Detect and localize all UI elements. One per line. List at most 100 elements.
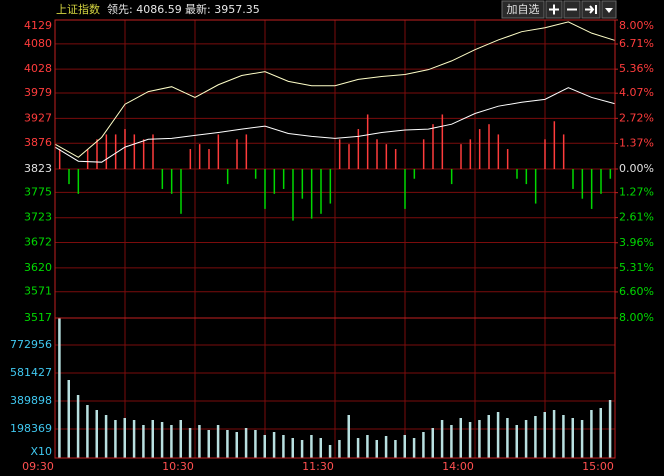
y-tick-label: 3672 (24, 236, 52, 249)
y-tick-label: 4028 (24, 62, 52, 75)
volume-bar (291, 438, 294, 458)
volume-bar (394, 440, 397, 458)
volume-bar (132, 420, 136, 458)
volume-bar (151, 420, 154, 458)
volume-bar (562, 415, 565, 458)
y-tick-label: 3517 (24, 311, 52, 324)
plot-frame (54, 19, 616, 459)
volume-bar (328, 445, 332, 458)
volume-bar (226, 430, 229, 458)
y-tick-label: 3723 (24, 211, 52, 224)
add-button-label[interactable]: 加自选 (507, 3, 540, 16)
volume-bar (487, 415, 490, 458)
volume-bar (599, 408, 602, 458)
toolbar: 加自选 (501, 0, 617, 19)
volume-bar (67, 380, 70, 458)
volume-bar (216, 425, 220, 458)
x-tick-label: 14:00 (442, 460, 474, 473)
y-tick-label: 3927 (24, 111, 52, 124)
y-tick-label: 198369 (10, 422, 52, 435)
add-button[interactable] (501, 0, 545, 19)
menu-icon (605, 8, 613, 13)
volume-bar (366, 435, 369, 458)
y2-tick-label: 0.00% (619, 162, 654, 175)
volume-bar (123, 418, 126, 458)
end-icon (585, 5, 597, 14)
volume-bar (524, 420, 528, 458)
y2-tick-label: 3.96% (619, 236, 654, 249)
volume-bar (580, 420, 584, 458)
x-tick-label: 09:30 (22, 460, 54, 473)
volume-bar (515, 425, 518, 458)
volume-bar (552, 410, 556, 458)
y-tick-label: 581427 (10, 366, 52, 379)
y-tick-label: 3823 (24, 162, 52, 175)
volume-bar (450, 425, 453, 458)
y2-tick-label: 8.00% (619, 311, 654, 324)
volume-bar (534, 416, 537, 458)
volume-bar (282, 435, 285, 458)
volume-bar (244, 428, 248, 458)
y-tick-label: 3876 (24, 136, 52, 149)
volume-bar (608, 400, 612, 458)
volume-bar (440, 420, 444, 458)
index-name: 上证指数 (56, 2, 100, 16)
y2-tick-label: 2.61% (619, 211, 654, 224)
y-tick-label: 4080 (24, 37, 52, 50)
y2-tick-label: 2.72% (619, 111, 654, 124)
volume-bar (207, 430, 210, 458)
volume-bar (142, 425, 145, 458)
volume-bar (86, 405, 89, 458)
volume-bar (506, 418, 509, 458)
y2-tick-label: 5.36% (619, 62, 654, 75)
volume-bar (114, 420, 117, 458)
volume-bar (76, 395, 80, 458)
x-tick-label: 10:30 (162, 460, 194, 473)
volume-bar (375, 440, 378, 458)
volume-bar (254, 430, 257, 458)
y-tick-label: 3620 (24, 261, 52, 274)
volume-bar (356, 438, 360, 458)
volume-bar (338, 440, 341, 458)
latest-value: 最新: 3957.35 (185, 2, 260, 16)
tick-multiplier: X10 (30, 445, 52, 458)
plus-icon (549, 4, 559, 15)
volume-bar (459, 418, 462, 458)
volume-bar (384, 436, 388, 458)
volume-bar (543, 412, 546, 458)
y2-tick-label: 8.00% (619, 19, 654, 32)
price-line (54, 21, 616, 158)
y2-tick-label: 5.31% (619, 261, 654, 274)
volume-bar (590, 410, 593, 458)
y2-tick-label: 6.60% (619, 285, 654, 298)
volume-bar (403, 435, 406, 458)
volume-bar (468, 422, 472, 458)
y2-tick-label: 1.37% (619, 136, 654, 149)
y2-tick-label: 4.07% (619, 86, 654, 99)
volume-bar (478, 420, 481, 458)
volume-bar (198, 425, 201, 458)
volume-bar (58, 318, 61, 458)
price-line (54, 87, 616, 163)
y2-tick-label: 1.27% (619, 186, 654, 199)
leading-value: 领先: 4086.59 (107, 3, 182, 16)
volume-bar (310, 435, 313, 458)
y-tick-label: 4129 (24, 19, 52, 32)
volume-bar (104, 415, 108, 458)
y-tick-label: 3571 (24, 285, 52, 298)
volume-bar (263, 435, 266, 458)
y2-tick-label: 6.71% (619, 37, 654, 50)
volume-bar (319, 438, 322, 458)
y-tick-label: 3775 (24, 185, 52, 198)
y-tick-label: 772956 (10, 338, 52, 351)
volume-bar (235, 432, 238, 458)
volume-bar (422, 432, 425, 458)
volume-bar (496, 412, 500, 458)
volume-bar (160, 422, 164, 458)
volume-bar (347, 415, 350, 458)
volume-bar (300, 440, 304, 458)
volume-bar (170, 425, 173, 458)
y-tick-label: 389898 (10, 394, 52, 407)
